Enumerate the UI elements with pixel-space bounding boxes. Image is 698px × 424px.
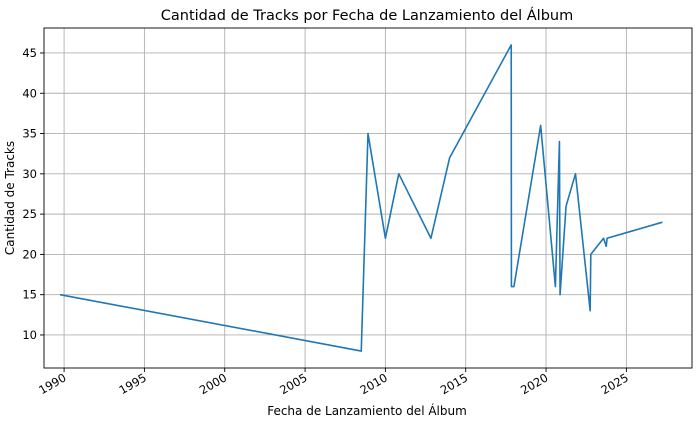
x-tick-label: 2000 xyxy=(197,370,229,397)
y-tick-label: 40 xyxy=(22,86,37,100)
series-line xyxy=(59,44,663,352)
x-tick-label: 1995 xyxy=(117,370,149,397)
y-tick-label: 15 xyxy=(22,288,37,302)
y-tick-label: 45 xyxy=(22,46,37,60)
chart-title: Cantidad de Tracks por Fecha de Lanzamie… xyxy=(161,7,573,24)
y-tick-label: 20 xyxy=(22,247,37,261)
x-tick-label: 2020 xyxy=(518,370,550,397)
y-tick-label: 35 xyxy=(22,127,37,141)
series-layer xyxy=(59,44,663,352)
y-tick-label: 25 xyxy=(22,207,37,221)
y-tick-label: 30 xyxy=(22,167,37,181)
x-axis-label: Fecha de Lanzamiento del Álbum xyxy=(267,403,467,418)
x-tick-label: 2025 xyxy=(599,370,631,397)
x-tick-label: 2010 xyxy=(358,370,390,397)
plot-frame xyxy=(43,27,693,369)
grid xyxy=(44,28,692,368)
x-tick-label: 2005 xyxy=(277,370,309,397)
x-tick-label: 1990 xyxy=(36,370,68,397)
y-axis-label: Cantidad de Tracks xyxy=(3,141,17,255)
y-tick-label: 10 xyxy=(22,328,37,342)
x-tick-label: 2015 xyxy=(438,370,470,397)
